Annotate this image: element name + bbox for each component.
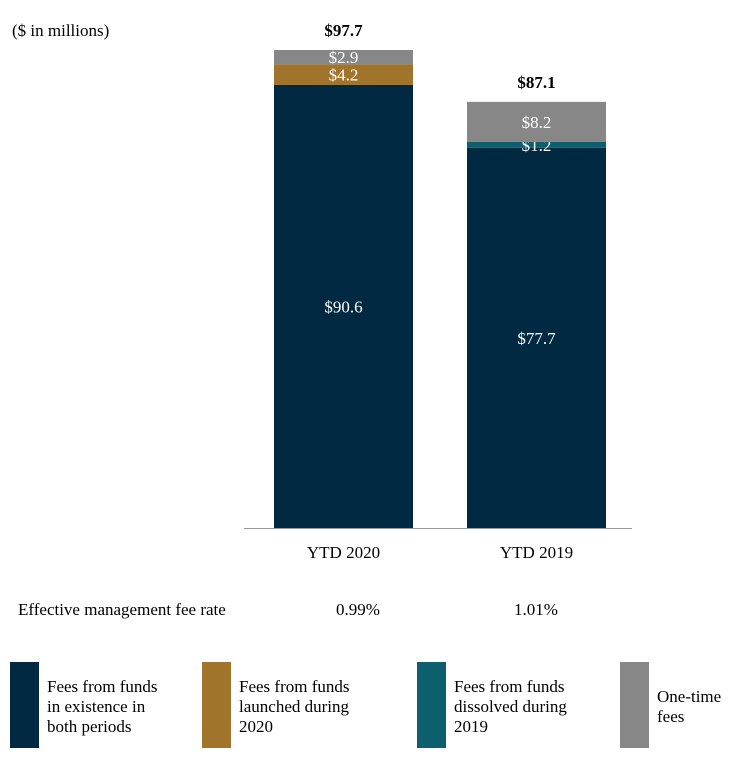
bar-segment-1-2 — [467, 141, 606, 148]
bar-data-label-0-1: $4.2 — [329, 65, 359, 84]
legend-swatch-dissolved-2019 — [417, 662, 446, 748]
fee-rate-value-2019: 1.01% — [514, 600, 558, 619]
legend-swatch-one-time-fees — [620, 662, 649, 748]
x-tick-label-1: YTD 2019 — [500, 543, 573, 562]
bar-total-label-1: $87.1 — [517, 73, 555, 92]
unit-label: ($ in millions) — [12, 21, 110, 40]
bar-total-label-0: $97.7 — [324, 21, 363, 40]
bar-data-label-1-0: $77.7 — [517, 329, 556, 348]
legend-item-dissolved-2019: Fees from funds dissolved during 2019 — [417, 662, 617, 748]
bar-segment-1-0 — [467, 147, 606, 528]
legend-label-existing-funds: Fees from funds in existence in both perio… — [47, 677, 158, 736]
legend-item-one-time-fees: One-time fees — [620, 662, 740, 748]
bar-segment-1-3 — [467, 101, 606, 142]
legend-swatch-launched-2020 — [202, 662, 231, 748]
bar-segment-0-0 — [274, 84, 413, 529]
bar-data-label-0-3: $2.9 — [329, 48, 359, 67]
legend-label-one-time-fees: One-time fees — [657, 687, 722, 726]
legend-label-dissolved-2019: Fees from funds dissolved during 2019 — [454, 677, 567, 736]
legend-label-launched-2020: Fees from funds launched during 2020 — [239, 677, 350, 736]
bar-data-label-0-0: $90.6 — [324, 297, 362, 316]
legend-item-launched-2020: Fees from funds launched during 2020 — [202, 662, 402, 748]
fee-rate-label: Effective management fee rate — [18, 600, 226, 619]
x-tick-label-0: YTD 2020 — [307, 543, 380, 562]
legend-item-existing-funds: Fees from funds in existence in both perio… — [10, 662, 200, 748]
bar-segment-0-3 — [274, 50, 413, 65]
bar-data-label-1-3: $8.2 — [522, 113, 552, 132]
legend-swatch-existing-funds — [10, 662, 39, 748]
fee-rate-value-2020: 0.99% — [336, 600, 380, 619]
bar-segment-0-1 — [274, 64, 413, 85]
